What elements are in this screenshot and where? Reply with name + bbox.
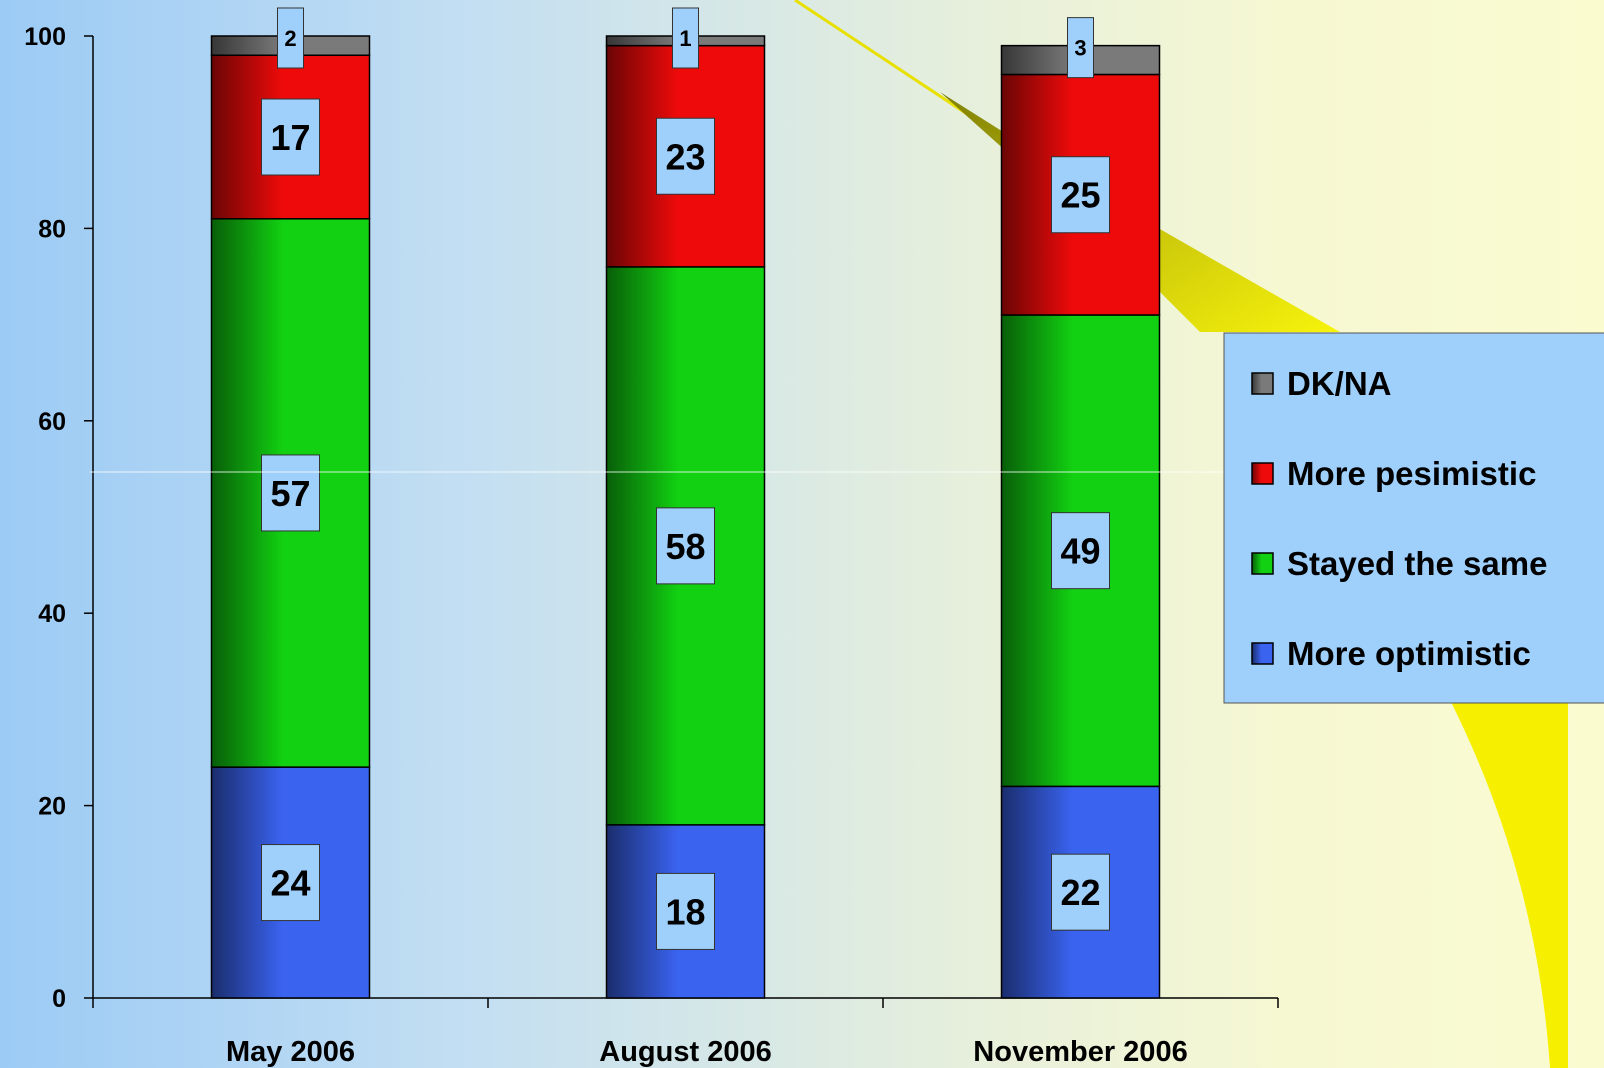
data-label-box <box>261 98 320 176</box>
y-tick-label: 40 <box>38 600 66 628</box>
legend-item: Stayed the same <box>1251 545 1547 582</box>
data-label: 17 <box>261 98 320 176</box>
x-axis: May 2006 August 2006 November 2006 <box>92 997 1279 1068</box>
data-labels: 24 57 17 2 18 58 23 1 22 49 25 3 <box>261 7 1110 950</box>
legend: DK/NA More pesimistic Stayed the same More … <box>1223 332 1604 704</box>
data-label: 24 <box>261 844 320 922</box>
data-label: 2 <box>277 7 304 69</box>
data-label-text: 1 <box>679 26 691 51</box>
data-label: 23 <box>656 117 715 195</box>
legend-swatch <box>1251 642 1274 665</box>
data-label-box <box>656 872 715 950</box>
y-tick-label: 60 <box>38 408 66 436</box>
data-label: 3 <box>1067 17 1094 79</box>
data-label-text: 3 <box>1074 36 1086 61</box>
x-tick-label: August 2006 <box>599 1036 771 1068</box>
y-tick-label: 80 <box>38 215 66 243</box>
legend-label: More pesimistic <box>1287 455 1536 492</box>
data-label-box <box>261 844 320 922</box>
data-label-box <box>277 7 304 69</box>
data-label: 58 <box>656 507 715 585</box>
y-tick-label: 0 <box>52 985 66 1013</box>
legend-label: DK/NA <box>1287 365 1392 402</box>
y-tick-label: 20 <box>38 793 66 821</box>
data-label: 22 <box>1051 853 1110 931</box>
data-label-text: 23 <box>665 136 705 177</box>
data-label-text: 24 <box>270 863 310 904</box>
data-label-box <box>656 117 715 195</box>
legend-item: More pesimistic <box>1251 455 1536 492</box>
data-label-text: 58 <box>665 526 705 567</box>
x-tick-label: November 2006 <box>973 1036 1187 1068</box>
legend-label: More optimistic <box>1287 635 1531 672</box>
legend-swatch <box>1251 552 1274 575</box>
legend-box <box>1223 332 1604 704</box>
data-label-box <box>1067 17 1094 79</box>
data-label-text: 2 <box>284 26 296 51</box>
data-label-text: 25 <box>1060 175 1100 216</box>
data-label: 49 <box>1051 512 1110 590</box>
data-label-box <box>1051 512 1110 590</box>
legend-label: Stayed the same <box>1287 545 1547 582</box>
data-label: 25 <box>1051 156 1110 234</box>
data-label: 57 <box>261 454 320 532</box>
data-label-box <box>672 7 699 69</box>
legend-item: More optimistic <box>1251 635 1531 672</box>
data-label: 18 <box>656 872 715 950</box>
data-label: 1 <box>672 7 699 69</box>
data-label-text: 22 <box>1060 872 1100 913</box>
data-label-text: 49 <box>1060 531 1100 572</box>
data-label-text: 17 <box>270 117 310 158</box>
y-axis: 0 20 40 60 80 100 <box>24 23 94 1013</box>
data-label-box <box>261 454 320 532</box>
x-tick-label: May 2006 <box>226 1036 355 1068</box>
legend-item: DK/NA <box>1251 365 1392 402</box>
data-label-box <box>1051 156 1110 234</box>
y-tick-label: 100 <box>24 23 66 51</box>
data-label-box <box>656 507 715 585</box>
data-label-box <box>1051 853 1110 931</box>
data-label-text: 57 <box>270 473 310 514</box>
legend-swatch <box>1251 372 1274 395</box>
data-label-text: 18 <box>665 891 705 932</box>
legend-swatch <box>1251 462 1274 485</box>
